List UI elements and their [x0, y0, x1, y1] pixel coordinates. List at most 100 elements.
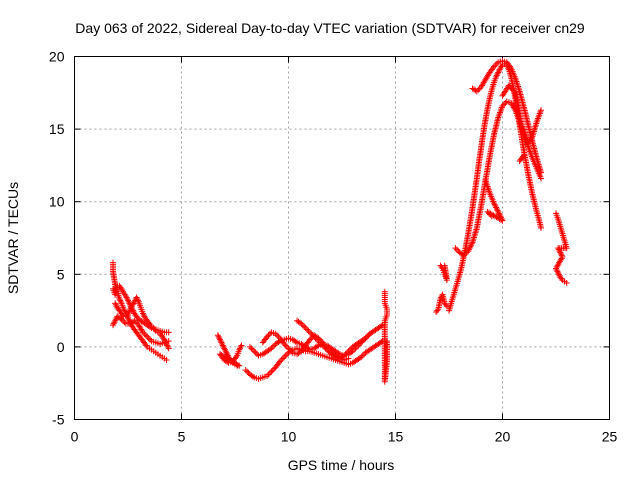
- data-point: [132, 319, 139, 326]
- data-point: [110, 322, 117, 329]
- data-point: [121, 319, 128, 326]
- data-point: [538, 224, 545, 231]
- data-point: [236, 345, 243, 352]
- data-point: [538, 175, 545, 182]
- data-point: [343, 349, 350, 356]
- x-tick-label: 5: [178, 429, 186, 445]
- data-point: [308, 330, 315, 337]
- data-point: [112, 317, 119, 324]
- data-point: [437, 295, 444, 302]
- data-point: [126, 300, 133, 307]
- y-tick-label: -5: [52, 412, 65, 428]
- data-point: [266, 370, 273, 377]
- data-point: [487, 211, 494, 218]
- data-point: [318, 340, 325, 347]
- data-point: [467, 243, 474, 250]
- data-point: [145, 335, 152, 342]
- data-points: [110, 57, 570, 385]
- data-point: [220, 343, 227, 350]
- data-point: [452, 245, 459, 252]
- data-point: [555, 271, 562, 278]
- data-point: [383, 338, 390, 345]
- data-point: [304, 326, 311, 333]
- y-tick-label: 20: [49, 49, 65, 65]
- data-point: [314, 336, 321, 343]
- data-point: [125, 316, 132, 323]
- data-point: [286, 346, 293, 353]
- data-point: [219, 340, 226, 347]
- data-point: [434, 307, 441, 314]
- data-point: [129, 307, 136, 314]
- data-point: [134, 297, 141, 304]
- data-point: [238, 342, 245, 349]
- data-point: [264, 333, 271, 340]
- data-point: [557, 250, 564, 257]
- data-point: [495, 68, 502, 75]
- data-point: [345, 348, 352, 355]
- data-point: [517, 156, 524, 163]
- data-point: [117, 298, 124, 305]
- data-point: [494, 207, 501, 214]
- data-point: [165, 338, 172, 345]
- series-sat-o: [482, 82, 545, 224]
- data-point: [516, 158, 523, 165]
- data-point: [281, 340, 288, 347]
- data-point: [125, 297, 131, 304]
- data-point: [493, 205, 500, 212]
- data-point: [363, 333, 370, 340]
- data-point: [309, 332, 316, 339]
- chart-title: Day 063 of 2022, Sidereal Day-to-day VTE…: [75, 20, 585, 36]
- data-point: [302, 325, 309, 332]
- data-point: [252, 349, 259, 356]
- data-point: [265, 332, 272, 339]
- data-point: [147, 336, 154, 343]
- data-point: [316, 339, 323, 346]
- y-tick-label: 0: [57, 339, 65, 355]
- y-axis-label: SDTVAR / TECUs: [5, 182, 21, 294]
- data-point: [117, 297, 124, 304]
- data-point: [281, 354, 288, 361]
- data-point: [129, 306, 136, 313]
- series-sat-f: [242, 338, 386, 382]
- data-point: [299, 322, 306, 329]
- data-point: [268, 345, 275, 352]
- data-point: [493, 72, 500, 79]
- data-point: [362, 335, 369, 342]
- data-point: [365, 332, 372, 339]
- data-point: [244, 368, 251, 375]
- series-sat-m: [452, 98, 545, 259]
- data-point: [443, 303, 450, 310]
- series-sat-e: [214, 332, 245, 369]
- data-point: [553, 265, 559, 272]
- data-point: [118, 285, 125, 292]
- data-point: [492, 62, 499, 69]
- data-point: [558, 275, 565, 282]
- data-point: [217, 338, 224, 345]
- series-sat-l: [446, 60, 545, 314]
- data-point: [342, 351, 349, 358]
- data-point: [111, 319, 118, 326]
- data-point: [236, 346, 243, 353]
- plot-frame: [74, 56, 610, 420]
- data-point: [217, 336, 224, 343]
- data-point: [490, 63, 497, 70]
- data-point: [494, 70, 501, 77]
- data-point: [218, 339, 225, 346]
- data-point: [285, 345, 292, 352]
- data-point: [491, 201, 498, 208]
- data-point: [282, 352, 289, 359]
- data-point: [465, 246, 472, 253]
- x-tick-label: 25: [602, 429, 618, 445]
- data-point: [554, 268, 561, 275]
- data-point: [276, 358, 283, 365]
- data-point: [500, 101, 507, 108]
- data-point: [141, 330, 148, 337]
- data-point: [305, 327, 312, 334]
- data-point: [265, 371, 272, 378]
- data-point: [216, 335, 223, 342]
- data-point: [123, 294, 130, 301]
- data-point: [506, 63, 513, 70]
- series-sat-i: [294, 317, 373, 362]
- data-point: [485, 210, 492, 217]
